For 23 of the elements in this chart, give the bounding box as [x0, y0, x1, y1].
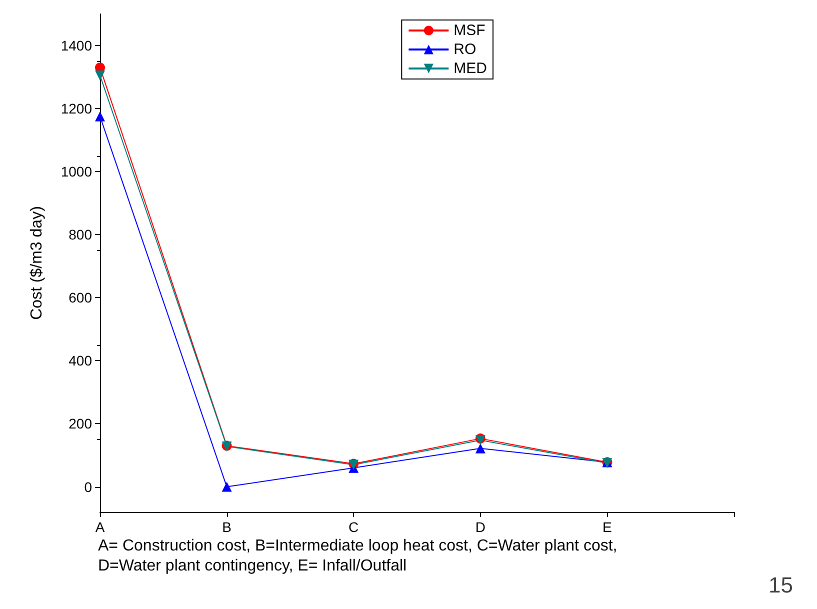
point: [95, 70, 105, 80]
legend-label: MSF: [454, 22, 486, 39]
y-tick-label: 1000: [60, 164, 92, 180]
point: [222, 482, 232, 492]
x-tick-label: C: [348, 519, 359, 535]
x-tick-label: E: [602, 519, 612, 535]
x-tick-label: A: [95, 519, 106, 535]
legend-label: MED: [454, 60, 488, 77]
text: A= Construction cost, B=Intermediate loop heat cost, C=Water plant cost, D=Water plant contingency, E= Infall/Outfall: [98, 538, 618, 574]
y-tick-label: 600: [68, 290, 92, 306]
y-tick-label: 200: [68, 416, 92, 432]
legend-label: RO: [454, 41, 476, 58]
x-tick-label: D: [475, 519, 486, 535]
y-tick-label: 800: [68, 226, 92, 243]
y-tick-label: 400: [68, 352, 92, 369]
y-tick-label: 1400: [60, 38, 92, 54]
point: [95, 111, 105, 122]
y-axis-title: Cost ($/m3 day): [28, 206, 46, 320]
y-tick-label: 0: [84, 478, 92, 495]
point: [475, 443, 486, 454]
x-tick-label: B: [222, 519, 232, 535]
y-tick-label: 1200: [60, 100, 92, 117]
text: 15: [768, 572, 794, 598]
